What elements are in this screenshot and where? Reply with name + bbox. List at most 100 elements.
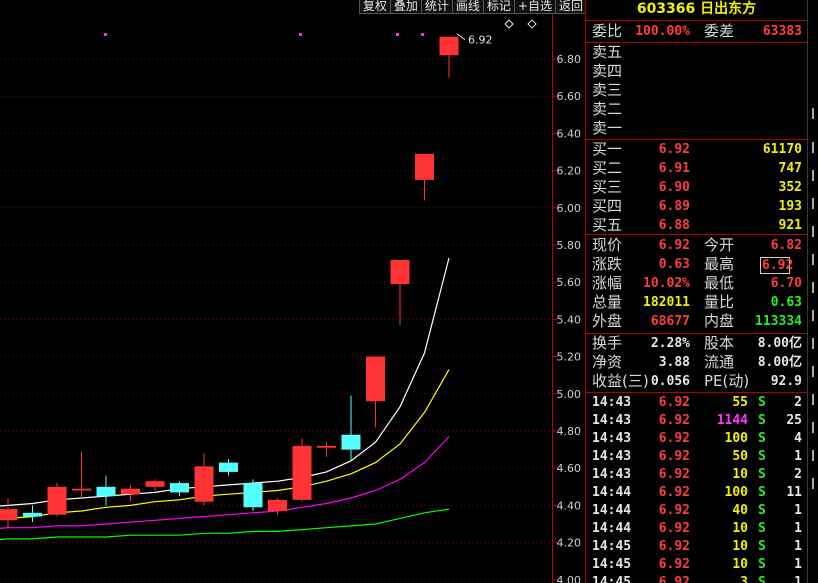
sell-row-3[interactable]: 卖三: [586, 81, 807, 100]
stock-name: 日出东方: [700, 1, 757, 17]
tick-row[interactable]: 14:45 6.92 10 S 1: [586, 538, 807, 556]
tick-row[interactable]: 14:44 6.92 100 S 11: [586, 484, 807, 502]
tick-row[interactable]: 14:45 6.92 10 S 1: [586, 556, 807, 574]
stat-value: 6.70: [770, 276, 802, 291]
candle[interactable]: [268, 497, 287, 515]
side-tab-glyph[interactable]: [812, 170, 818, 181]
tick-price: 6.92: [658, 503, 690, 518]
candle[interactable]: [366, 356, 385, 428]
y-tick-label: 4.60: [557, 462, 582, 475]
side-tab-glyph[interactable]: [812, 282, 818, 293]
tick-row[interactable]: 14:43 6.92 1144 S 25: [586, 412, 807, 430]
candle[interactable]: [170, 481, 189, 497]
tick-side: S: [758, 557, 766, 572]
tick-row[interactable]: 14:43 6.92 100 S 4: [586, 430, 807, 448]
toolbar-button-1[interactable]: 叠加: [389, 0, 421, 14]
diamond-icon[interactable]: [504, 19, 514, 29]
side-tab-glyph[interactable]: [812, 422, 818, 433]
side-tab-glyph[interactable]: [812, 254, 818, 265]
candle[interactable]: [23, 505, 42, 523]
stat-row: 净资 3.88 流通 8.00亿: [586, 353, 807, 372]
toolbar-button-5[interactable]: +自选: [513, 0, 555, 14]
side-tab-glyph[interactable]: [812, 226, 818, 237]
candle[interactable]: [47, 483, 67, 517]
candle[interactable]: [121, 484, 140, 502]
side-tab-glyph[interactable]: [812, 198, 818, 209]
buy-row-5[interactable]: 买五 6.88 921: [586, 216, 807, 235]
candle[interactable]: [292, 438, 312, 502]
tick-row[interactable]: 14:43 6.92 50 S 1: [586, 448, 807, 466]
candle[interactable]: [96, 475, 116, 506]
stat-value: 8.00亿: [757, 336, 802, 351]
candle[interactable]: [145, 479, 165, 491]
candle[interactable]: [194, 453, 214, 506]
candle[interactable]: [219, 458, 238, 476]
diamond-icon[interactable]: [527, 19, 537, 29]
stat-row: 涨跌 0.63 最高 6.92: [586, 255, 807, 274]
candle[interactable]: [415, 153, 434, 201]
buy-level-label: 买一: [592, 140, 623, 158]
tick-volume: 55: [732, 395, 748, 410]
toolbar-button-6[interactable]: 返回: [554, 0, 586, 14]
side-tab-glyph[interactable]: [812, 108, 818, 119]
side-tab-glyph[interactable]: [812, 142, 818, 153]
kline-chart[interactable]: 6.80 6.60 6.40 6.20 6.00 5.80 5.60 5.40 5.20 5.00…: [0, 0, 586, 583]
buy-price: 6.92: [658, 142, 690, 157]
side-tab-strip[interactable]: [807, 0, 818, 583]
buy-level-label: 买五: [592, 216, 623, 234]
candle[interactable]: [72, 451, 91, 498]
tick-count: 1: [794, 539, 802, 554]
buy-row-1[interactable]: 买一 6.92 61170: [586, 140, 807, 159]
candle[interactable]: [317, 442, 336, 458]
tick-row[interactable]: 14:43 6.92 55 S 2: [586, 394, 807, 412]
buy-row-3[interactable]: 买三 6.90 352: [586, 178, 807, 197]
side-tab-glyph[interactable]: [812, 450, 818, 461]
y-tick-label: 4.40: [557, 499, 582, 512]
tick-row[interactable]: 14:44 6.92 10 S 1: [586, 520, 807, 538]
y-tick-label: 6.20: [557, 165, 582, 178]
tick-time: 14:43: [592, 449, 632, 464]
side-tab-glyph[interactable]: [812, 338, 818, 349]
toolbar-button-4[interactable]: 标记: [482, 0, 514, 14]
candle[interactable]: [243, 479, 263, 511]
candle[interactable]: [0, 497, 18, 528]
sell-level-label: 卖五: [592, 43, 623, 61]
sell-row-4[interactable]: 卖四: [586, 62, 807, 81]
stat-value: 3.88: [658, 355, 690, 370]
side-tab-glyph[interactable]: [812, 394, 818, 405]
sell-row-1[interactable]: 卖一: [586, 119, 807, 138]
candle[interactable]: [439, 36, 459, 78]
buy-volume: 352: [778, 180, 802, 195]
tick-volume: 40: [732, 503, 748, 518]
stock-header[interactable]: 603366 日出东方: [586, 0, 807, 20]
candle[interactable]: [390, 259, 410, 325]
buy-row-4[interactable]: 买四 6.89 193: [586, 197, 807, 216]
sell-row-5[interactable]: 卖五: [586, 43, 807, 62]
candle[interactable]: [341, 395, 361, 461]
tick-volume: 1144: [716, 413, 748, 428]
toolbar-button-3[interactable]: 画线: [451, 0, 483, 14]
buy-volume: 921: [778, 218, 802, 233]
y-tick-label: 6.80: [557, 53, 582, 66]
stat-value: 182011: [643, 295, 690, 310]
tick-row[interactable]: 14:44 6.92 40 S 1: [586, 502, 807, 520]
side-tab-glyph[interactable]: [812, 310, 818, 321]
side-tab-glyph[interactable]: [812, 366, 818, 377]
stat-label: 量比: [704, 293, 735, 311]
tick-row[interactable]: 14:45 6.92 3 S 1: [586, 574, 807, 583]
tick-row[interactable]: 14:43 6.92 10 S 2: [586, 466, 807, 484]
chart-toolbar: 复权 叠加 统计 画线 标记 +自选 返回: [0, 0, 586, 14]
toolbar-button-0[interactable]: 复权: [358, 0, 390, 14]
stat-row: 收益(三) 0.056 PE(动) 92.9: [586, 372, 807, 391]
buy-level-label: 买四: [592, 197, 623, 215]
stat-value: 2.28%: [650, 336, 690, 351]
toolbar-button-2[interactable]: 统计: [420, 0, 452, 14]
tick-volume: 50: [732, 449, 748, 464]
stat-label: 内盘: [704, 312, 735, 330]
stock-code: 603366: [636, 1, 696, 17]
weibi-row: 委比 100.00% 委差 63383: [586, 22, 807, 41]
buy-level-label: 买二: [592, 159, 623, 177]
sell-row-2[interactable]: 卖二: [586, 100, 807, 119]
side-tab-glyph[interactable]: [812, 478, 818, 489]
buy-row-2[interactable]: 买二 6.91 747: [586, 159, 807, 178]
